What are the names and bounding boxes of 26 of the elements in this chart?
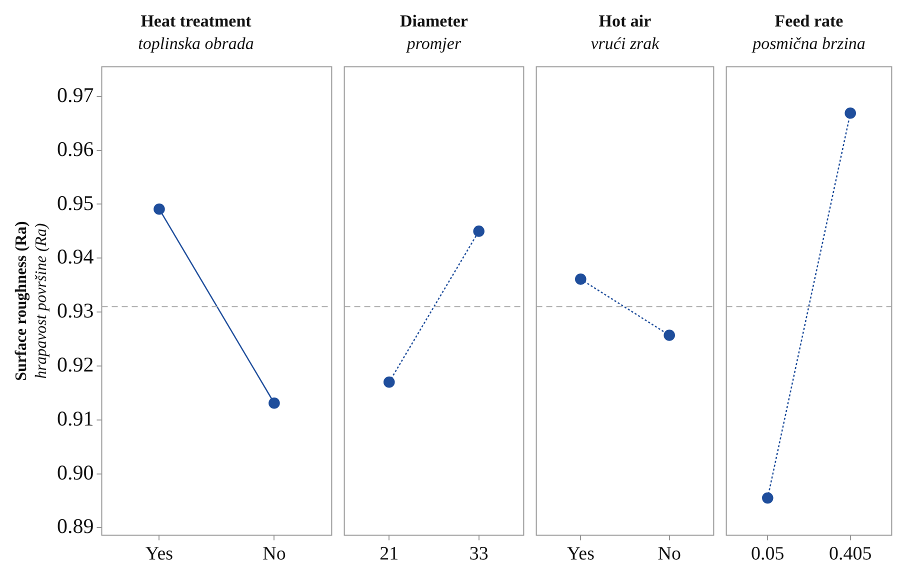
y-tick-label: 0.91 — [57, 406, 94, 430]
x-tick-label: 33 — [469, 544, 488, 565]
chart-title: Feed rate — [774, 12, 844, 31]
x-tick-label: 0.405 — [828, 544, 872, 565]
chart-subtitle: vrući zrak — [590, 34, 660, 54]
y-tick-label: 0.97 — [57, 82, 94, 107]
chart-subtitle: posmična brzina — [752, 34, 866, 54]
y-tick-label: 0.95 — [57, 190, 94, 215]
y-axis-title: Surface roughness (Ra) hrapavost površine (Ra) — [13, 221, 50, 381]
x-tick-label: Yes — [566, 544, 594, 565]
x-tick-label: 0.05 — [751, 544, 784, 565]
x-tick-label: No — [262, 544, 286, 565]
y-tick-label: 0.89 — [57, 514, 94, 538]
x-tick-label: Yes — [145, 544, 174, 565]
chart-subtitle: promjer — [406, 34, 462, 54]
chart-title: Heat treatment — [140, 12, 252, 31]
x-tick-label: 21 — [380, 544, 399, 565]
y-tick-label: 0.94 — [57, 244, 94, 269]
y-tick-label: 0.93 — [57, 298, 94, 323]
y-tick-label: 0.90 — [57, 460, 94, 484]
chart-title: Diameter — [400, 12, 468, 31]
y-tick-label: 0.92 — [57, 352, 94, 376]
chart-subtitle: toplinska obrada — [138, 34, 254, 54]
x-tick-label: No — [658, 544, 681, 565]
chart-title: Hot air — [598, 12, 652, 31]
y-tick-label: 0.96 — [57, 136, 94, 161]
